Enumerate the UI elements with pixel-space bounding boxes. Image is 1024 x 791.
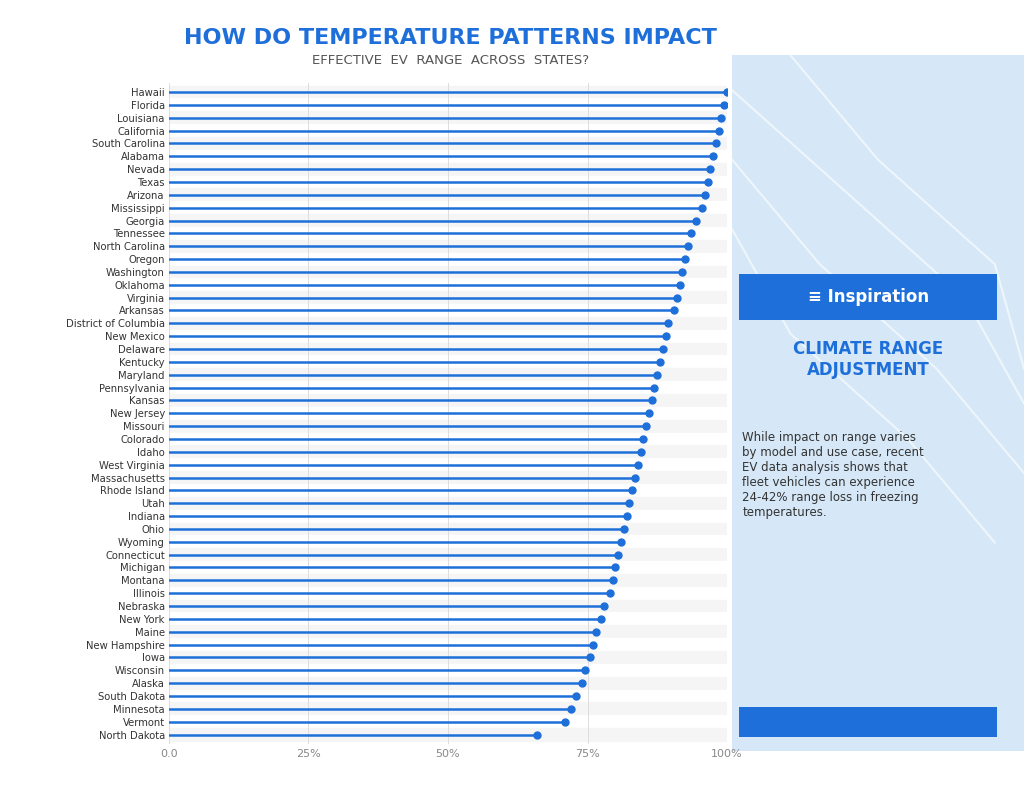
Bar: [169, 702, 727, 715]
Bar: [169, 278, 727, 291]
Bar: [169, 176, 727, 188]
Bar: [169, 471, 727, 484]
Text: CLIMATE RANGE
ADJUSTMENT: CLIMATE RANGE ADJUSTMENT: [794, 340, 943, 379]
Bar: [169, 124, 727, 137]
Bar: [169, 587, 727, 600]
Bar: [169, 612, 727, 626]
FancyBboxPatch shape: [731, 274, 1006, 320]
Bar: [169, 240, 727, 252]
Bar: [169, 201, 727, 214]
Bar: [169, 98, 727, 112]
Bar: [169, 266, 727, 278]
Bar: [169, 227, 727, 240]
Bar: [169, 85, 727, 98]
Bar: [169, 407, 727, 420]
Bar: [169, 149, 727, 163]
Bar: [169, 715, 727, 729]
Bar: [169, 137, 727, 149]
Text: EFFECTIVE  EV  RANGE  ACROSS  STATES?: EFFECTIVE EV RANGE ACROSS STATES?: [312, 54, 589, 66]
Bar: [169, 523, 727, 536]
Bar: [169, 651, 727, 664]
Bar: [169, 188, 727, 201]
Bar: [169, 343, 727, 355]
Bar: [169, 304, 727, 317]
Bar: [169, 536, 727, 548]
Bar: [169, 112, 727, 124]
Bar: [169, 252, 727, 266]
Bar: [169, 664, 727, 677]
Bar: [169, 214, 727, 227]
Text: While impact on range varies
by model and use case, recent
EV data analysis show: While impact on range varies by model an…: [742, 431, 924, 519]
Bar: [169, 445, 727, 458]
Text: HOW DO TEMPERATURE PATTERNS IMPACT: HOW DO TEMPERATURE PATTERNS IMPACT: [184, 28, 717, 47]
Bar: [169, 484, 727, 497]
Bar: [169, 497, 727, 509]
Bar: [169, 317, 727, 330]
Bar: [169, 638, 727, 651]
Bar: [169, 458, 727, 471]
Bar: [169, 509, 727, 523]
Bar: [169, 433, 727, 445]
Bar: [169, 574, 727, 587]
Bar: [169, 369, 727, 381]
Text: ≡ Inspiration: ≡ Inspiration: [808, 289, 929, 306]
Bar: [169, 163, 727, 176]
Bar: [169, 626, 727, 638]
Bar: [169, 729, 727, 741]
Bar: [169, 291, 727, 304]
Bar: [169, 677, 727, 690]
Bar: [169, 561, 727, 574]
Bar: [169, 330, 727, 343]
Bar: [169, 548, 727, 561]
Bar: [169, 600, 727, 612]
Bar: [169, 355, 727, 369]
Bar: [169, 394, 727, 407]
Bar: [169, 381, 727, 394]
Bar: [169, 690, 727, 702]
Bar: [169, 420, 727, 433]
